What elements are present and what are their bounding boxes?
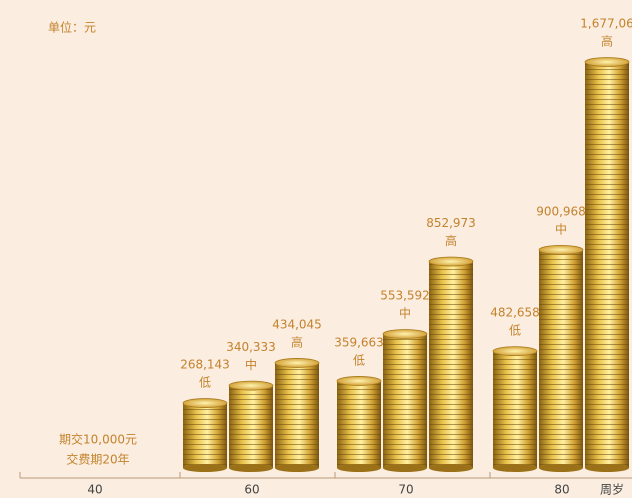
coin-bottom	[229, 464, 273, 472]
coin-bottom	[539, 464, 583, 472]
coin-edges	[275, 362, 319, 468]
coin-top	[382, 329, 428, 339]
coin-top	[584, 57, 630, 67]
annotation: 交费期20年	[66, 452, 129, 467]
x-tick-label: 60	[244, 483, 259, 497]
annotation: 期交10,000元	[59, 432, 137, 447]
value-label: 900,968	[536, 204, 586, 218]
series-label: 中	[245, 357, 257, 372]
coin-top	[182, 398, 228, 408]
series-label: 高	[601, 34, 613, 49]
coin-bottom	[183, 464, 227, 472]
coin-bottom	[585, 464, 629, 472]
coin-top	[492, 346, 538, 357]
coin-edges	[493, 351, 537, 468]
series-label: 低	[509, 324, 521, 338]
x-axis-label: 周岁	[600, 482, 624, 497]
series-label: 低	[353, 353, 365, 367]
x-tick-label: 40	[87, 483, 102, 497]
coin-edges	[337, 380, 381, 468]
x-tick-label: 70	[398, 483, 413, 497]
coin-top	[538, 244, 584, 255]
coin-top	[274, 358, 320, 368]
coin-bottom	[493, 464, 537, 472]
coin-bottom	[275, 464, 319, 472]
value-label: 482,658	[490, 306, 540, 320]
coin-bottom	[337, 464, 381, 472]
series-label: 中	[555, 221, 567, 236]
x-tick-label: 80	[554, 483, 569, 497]
coin-edges	[383, 333, 427, 468]
value-label: 268,143	[180, 358, 230, 372]
value-label: 852,973	[426, 216, 476, 230]
value-label: 340,333	[226, 340, 276, 354]
coin-top	[428, 256, 474, 267]
coin-bottom	[429, 464, 473, 472]
value-label: 434,045	[272, 317, 322, 331]
series-label: 低	[199, 376, 211, 390]
coin-edges	[183, 403, 227, 468]
value-label: 359,663	[334, 335, 384, 349]
unit-note: 单位：元	[48, 20, 96, 35]
coin-edges	[229, 385, 273, 468]
series-label: 高	[445, 233, 457, 248]
series-label: 高	[291, 334, 303, 349]
value-label: 1,677,06	[580, 17, 632, 31]
coin-edges	[539, 249, 583, 468]
coin-bottom	[383, 464, 427, 472]
series-label: 中	[399, 305, 411, 320]
coin-top	[228, 380, 274, 391]
value-label: 553,592	[380, 288, 430, 302]
coin-edges	[585, 62, 629, 468]
coin-top	[336, 376, 382, 386]
coin-edges	[429, 261, 473, 468]
